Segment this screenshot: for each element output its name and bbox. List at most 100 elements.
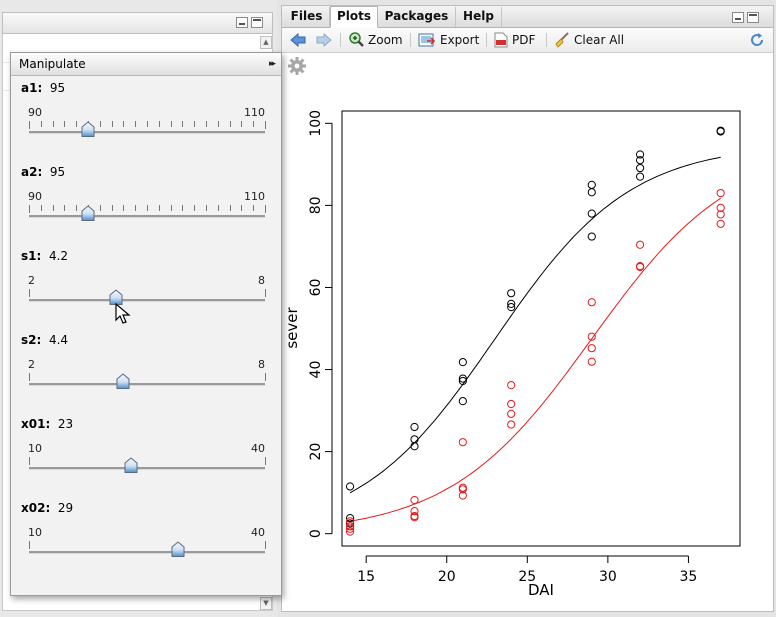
slider-label: s1: 4.2 [21, 249, 69, 263]
slider-tick [64, 121, 66, 127]
slider-track[interactable] [29, 541, 266, 558]
slider-tick [170, 205, 172, 211]
slider-tick [76, 121, 78, 127]
plot-frame [341, 110, 741, 547]
slider-tick [217, 121, 219, 127]
data-point-black [458, 376, 467, 386]
minimize-icon[interactable] [732, 12, 744, 23]
data-point-red [410, 495, 419, 505]
slider-tick [76, 205, 78, 211]
tab-files[interactable]: Files [284, 7, 330, 27]
slider-thumb[interactable] [81, 205, 95, 222]
slider-control-a2: a2: 95 90 110 [11, 165, 281, 249]
slider-label: s2: 4.4 [21, 333, 69, 347]
pdf-button[interactable]: PDF [494, 31, 535, 49]
clear-all-button[interactable]: Clear All [554, 31, 624, 49]
data-point-red [716, 188, 725, 198]
slider-thumb[interactable] [81, 121, 95, 138]
slider-tick [147, 205, 148, 211]
data-point-red [507, 409, 516, 418]
export-label: Export [440, 33, 480, 47]
minimize-icon[interactable] [236, 17, 248, 28]
slider-tick [52, 121, 54, 127]
slider-max: 40 [251, 442, 265, 455]
slider-control-a1: a1: 95 90 110 [11, 81, 281, 165]
slider-thumb[interactable] [124, 457, 138, 474]
slider-tick [158, 205, 160, 211]
slider-track[interactable] [29, 121, 266, 138]
data-point-red [587, 357, 596, 366]
slider-min: 2 [28, 358, 35, 371]
slider-thumb[interactable] [116, 373, 130, 390]
slider-max: 40 [251, 526, 265, 539]
slider-track[interactable] [29, 205, 266, 222]
y-tick-label: 20 [308, 443, 324, 461]
zoom-button[interactable]: Zoom [348, 31, 403, 49]
export-button[interactable]: Export [418, 31, 479, 49]
scroll-down-icon[interactable]: ▼ [260, 597, 272, 610]
slider-thumb[interactable] [109, 289, 123, 306]
slider-tick [123, 121, 125, 127]
y-tick-label: 60 [308, 279, 324, 297]
slider-tick [40, 205, 42, 211]
slider-control-s1: s1: 4.2 2 8 [11, 249, 281, 333]
data-point-black [635, 163, 645, 173]
slider-track[interactable] [29, 373, 266, 390]
data-point-black [345, 513, 355, 523]
zoom-icon [349, 32, 364, 47]
maximize-icon[interactable] [251, 17, 263, 28]
slider-tick [29, 289, 30, 297]
tab-packages[interactable]: Packages [378, 7, 456, 27]
slider-value: 23 [57, 417, 74, 431]
slider-max: 8 [258, 274, 265, 287]
data-point-black [635, 172, 645, 181]
data-point-black [716, 127, 725, 136]
slider-label: x02: 29 [21, 501, 74, 515]
slider-track[interactable] [29, 457, 266, 474]
slider-tick [241, 121, 243, 127]
slider-tick [111, 121, 113, 127]
tab-bar: Files Plots Packages Help [282, 6, 773, 28]
manipulate-panel: Manipulate ▸▸ a1: 95 90 110 a2: 95 90 110 s1: … [10, 52, 282, 596]
plot-area: 15 20 25 30 35 0 20 40 60 80 100 DAI sever [282, 53, 773, 611]
slider-tick [29, 205, 30, 213]
mouse-cursor-icon [115, 303, 131, 324]
maximize-icon[interactable] [747, 12, 759, 23]
slider-tick [99, 205, 101, 211]
slider-thumb[interactable] [171, 541, 185, 558]
slider-value: 95 [49, 165, 66, 179]
y-tick-label: 0 [308, 529, 324, 538]
slider-max: 110 [244, 190, 265, 203]
manipulate-gear-icon[interactable] [288, 57, 306, 75]
slider-tick [182, 205, 184, 211]
left-pane-window-buttons [236, 17, 263, 28]
refresh-icon[interactable] [749, 31, 765, 49]
slider-tick [111, 205, 113, 211]
data-point-red [507, 420, 516, 429]
data-point-red [635, 262, 645, 272]
slider-label: a1: 95 [21, 81, 66, 95]
collapse-icon[interactable]: ▸▸ [268, 59, 276, 69]
data-point-black [507, 299, 516, 308]
slider-name: x02 [21, 501, 46, 515]
scroll-up-icon[interactable]: ▲ [260, 36, 272, 49]
tab-help[interactable]: Help [456, 7, 502, 27]
fitted-curve-black [349, 156, 721, 494]
back-arrow-icon[interactable] [290, 31, 306, 49]
plots-pane: Files Plots Packages Help Zoom Export PD… [281, 5, 774, 612]
data-point-red [587, 332, 596, 341]
slider-min: 2 [28, 274, 35, 287]
slider-value: 4.2 [48, 249, 69, 263]
slider-tick [29, 121, 30, 129]
data-point-black [410, 442, 419, 451]
slider-tick [265, 121, 266, 129]
slider-track[interactable] [29, 289, 266, 306]
slider-tick [99, 121, 101, 127]
data-point-red [458, 483, 467, 492]
slider-min: 10 [28, 526, 42, 539]
slider-value: 29 [57, 501, 74, 515]
forward-arrow-icon[interactable] [316, 31, 332, 49]
data-point-red [587, 298, 596, 307]
data-point-black [507, 289, 516, 298]
tab-plots[interactable]: Plots [330, 6, 378, 28]
